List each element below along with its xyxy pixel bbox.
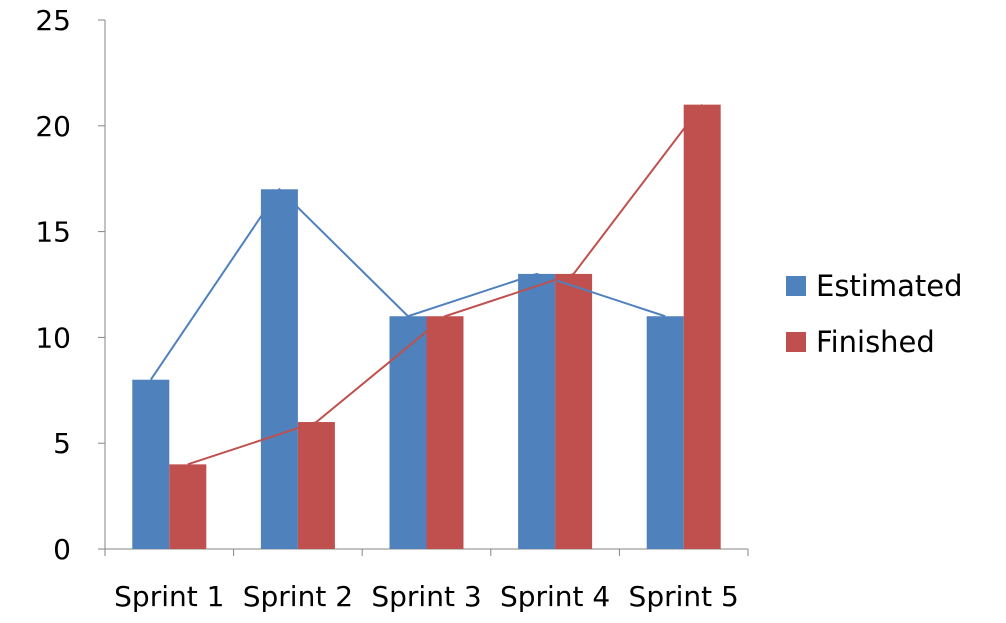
line-finished — [187, 104, 703, 466]
legend-item-estimated: Estimated — [786, 258, 963, 314]
legend: Estimated Finished — [786, 258, 963, 370]
bar-estimated-1 — [132, 379, 170, 549]
x-tick-label: Sprint 1 — [114, 580, 224, 613]
bar-estimated-3 — [389, 316, 427, 549]
bar-finished-3 — [426, 316, 464, 549]
legend-item-finished: Finished — [786, 314, 963, 370]
x-tick-label: Sprint 3 — [371, 580, 481, 613]
y-tick-label: 5 — [53, 427, 71, 460]
x-tick-label: Sprint 5 — [629, 580, 739, 613]
bar-finished-2 — [297, 422, 335, 549]
y-tick-label: 0 — [53, 533, 71, 566]
bar-estimated-4 — [518, 273, 556, 549]
x-tick-label: Sprint 4 — [500, 580, 610, 613]
y-tick-label: 20 — [35, 110, 71, 143]
legend-swatch-finished — [786, 332, 806, 352]
y-tick-label: 10 — [35, 321, 71, 354]
legend-swatch-estimated — [786, 276, 806, 296]
bar-finished-5 — [683, 104, 721, 549]
bar-estimated-2 — [260, 189, 298, 549]
y-tick-label: 15 — [35, 216, 71, 249]
legend-label-estimated: Estimated — [816, 269, 963, 303]
bar-finished-4 — [555, 273, 593, 549]
bar-estimated-5 — [646, 316, 684, 549]
line-estimated — [149, 187, 666, 381]
y-tick-label: 25 — [35, 4, 71, 37]
legend-label-finished: Finished — [816, 325, 935, 359]
bar-finished-1 — [169, 464, 207, 549]
x-tick-label: Sprint 2 — [243, 580, 353, 613]
